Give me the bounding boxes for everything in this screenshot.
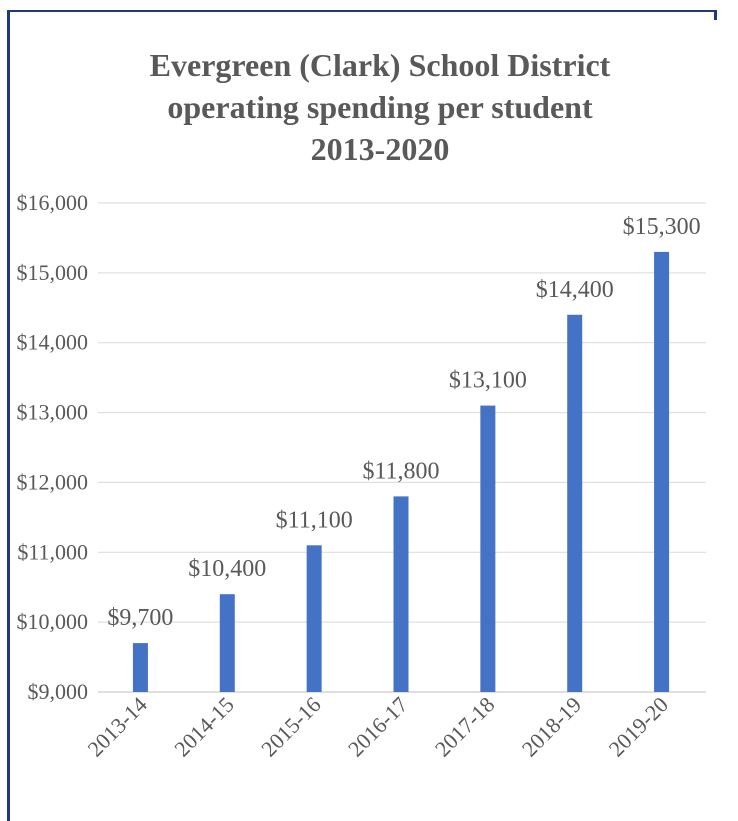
y-tick-label: $10,000 xyxy=(17,609,89,634)
bar xyxy=(393,496,409,692)
x-tick-label: 2019-20 xyxy=(604,692,674,762)
y-tick-label: $15,000 xyxy=(17,260,89,285)
y-tick-label: $12,000 xyxy=(17,469,89,494)
x-tick-label: 2017-18 xyxy=(430,692,500,762)
x-tick-label: 2015-16 xyxy=(256,692,326,762)
chart-title-line-3: 2013-2020 xyxy=(310,131,450,167)
frame-border-top xyxy=(7,10,717,12)
x-tick-label: 2018-19 xyxy=(517,692,587,762)
bar xyxy=(132,643,148,692)
chart-title: Evergreen (Clark) School District operat… xyxy=(60,44,700,170)
chart-title-line-2: operating spending per student xyxy=(167,89,593,125)
bar xyxy=(306,545,322,692)
data-label: $13,100 xyxy=(449,368,527,394)
y-tick-label: $14,000 xyxy=(17,330,89,355)
frame-border-left xyxy=(7,10,10,821)
bar xyxy=(654,251,670,692)
frame-border-right xyxy=(714,10,717,20)
x-tick-label: 2016-17 xyxy=(343,692,413,762)
x-tick-label: 2014-15 xyxy=(169,692,239,762)
data-label: $11,100 xyxy=(276,507,353,533)
chart-title-line-1: Evergreen (Clark) School District xyxy=(149,47,611,83)
bar xyxy=(567,314,583,692)
bar xyxy=(219,594,235,692)
data-label: $14,400 xyxy=(536,277,614,303)
data-label: $9,700 xyxy=(107,605,173,631)
data-label: $15,300 xyxy=(623,214,701,240)
x-tick-label: 2013-14 xyxy=(82,692,152,762)
y-tick-label: $13,000 xyxy=(17,400,89,425)
y-tick-label: $11,000 xyxy=(17,539,88,564)
data-label: $10,400 xyxy=(188,556,266,582)
y-tick-label: $9,000 xyxy=(28,679,89,704)
bar xyxy=(480,405,496,692)
y-tick-label: $16,000 xyxy=(17,190,89,215)
data-label: $11,800 xyxy=(362,458,439,484)
